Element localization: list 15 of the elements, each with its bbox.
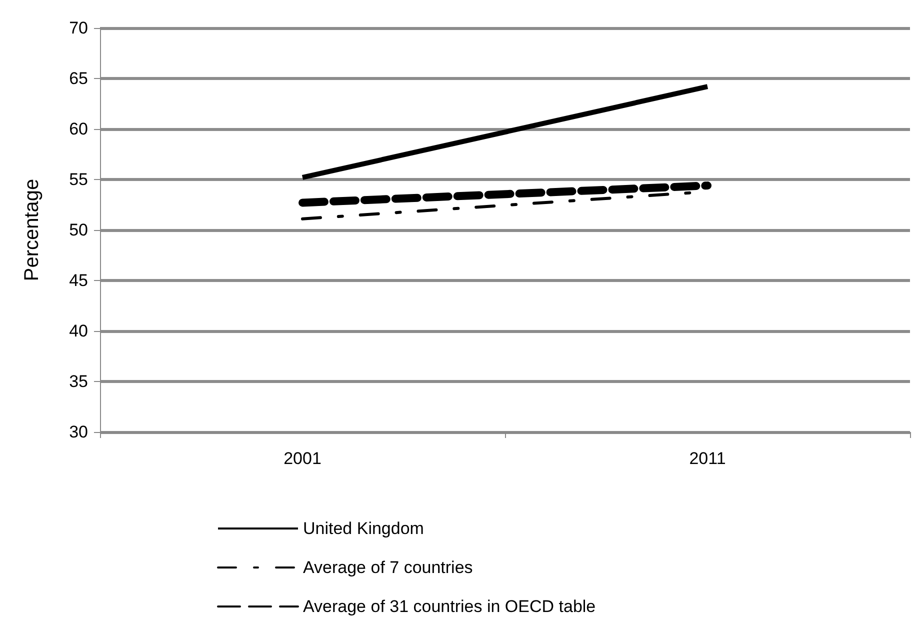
y-tick-label: 35 xyxy=(69,372,88,391)
x-tick-label: 2001 xyxy=(284,449,322,468)
legend-label: Average of 7 countries xyxy=(303,558,473,577)
y-tick-label: 65 xyxy=(69,69,88,88)
y-tick-label: 40 xyxy=(69,322,88,340)
y-tick-label: 50 xyxy=(69,220,88,240)
legend-label: Average of 31 countries in OECD table xyxy=(303,597,596,616)
y-tick-label: 60 xyxy=(69,120,88,138)
y-tick-label: 45 xyxy=(69,271,88,290)
y-tick-label: 70 xyxy=(69,18,88,38)
x-tick-label: 2011 xyxy=(689,449,726,468)
y-tick-label: 30 xyxy=(69,422,88,442)
y-axis-title: Percentage xyxy=(21,178,43,282)
legend-label: United Kingdom xyxy=(303,519,424,538)
y-tick-label: 55 xyxy=(69,170,88,189)
